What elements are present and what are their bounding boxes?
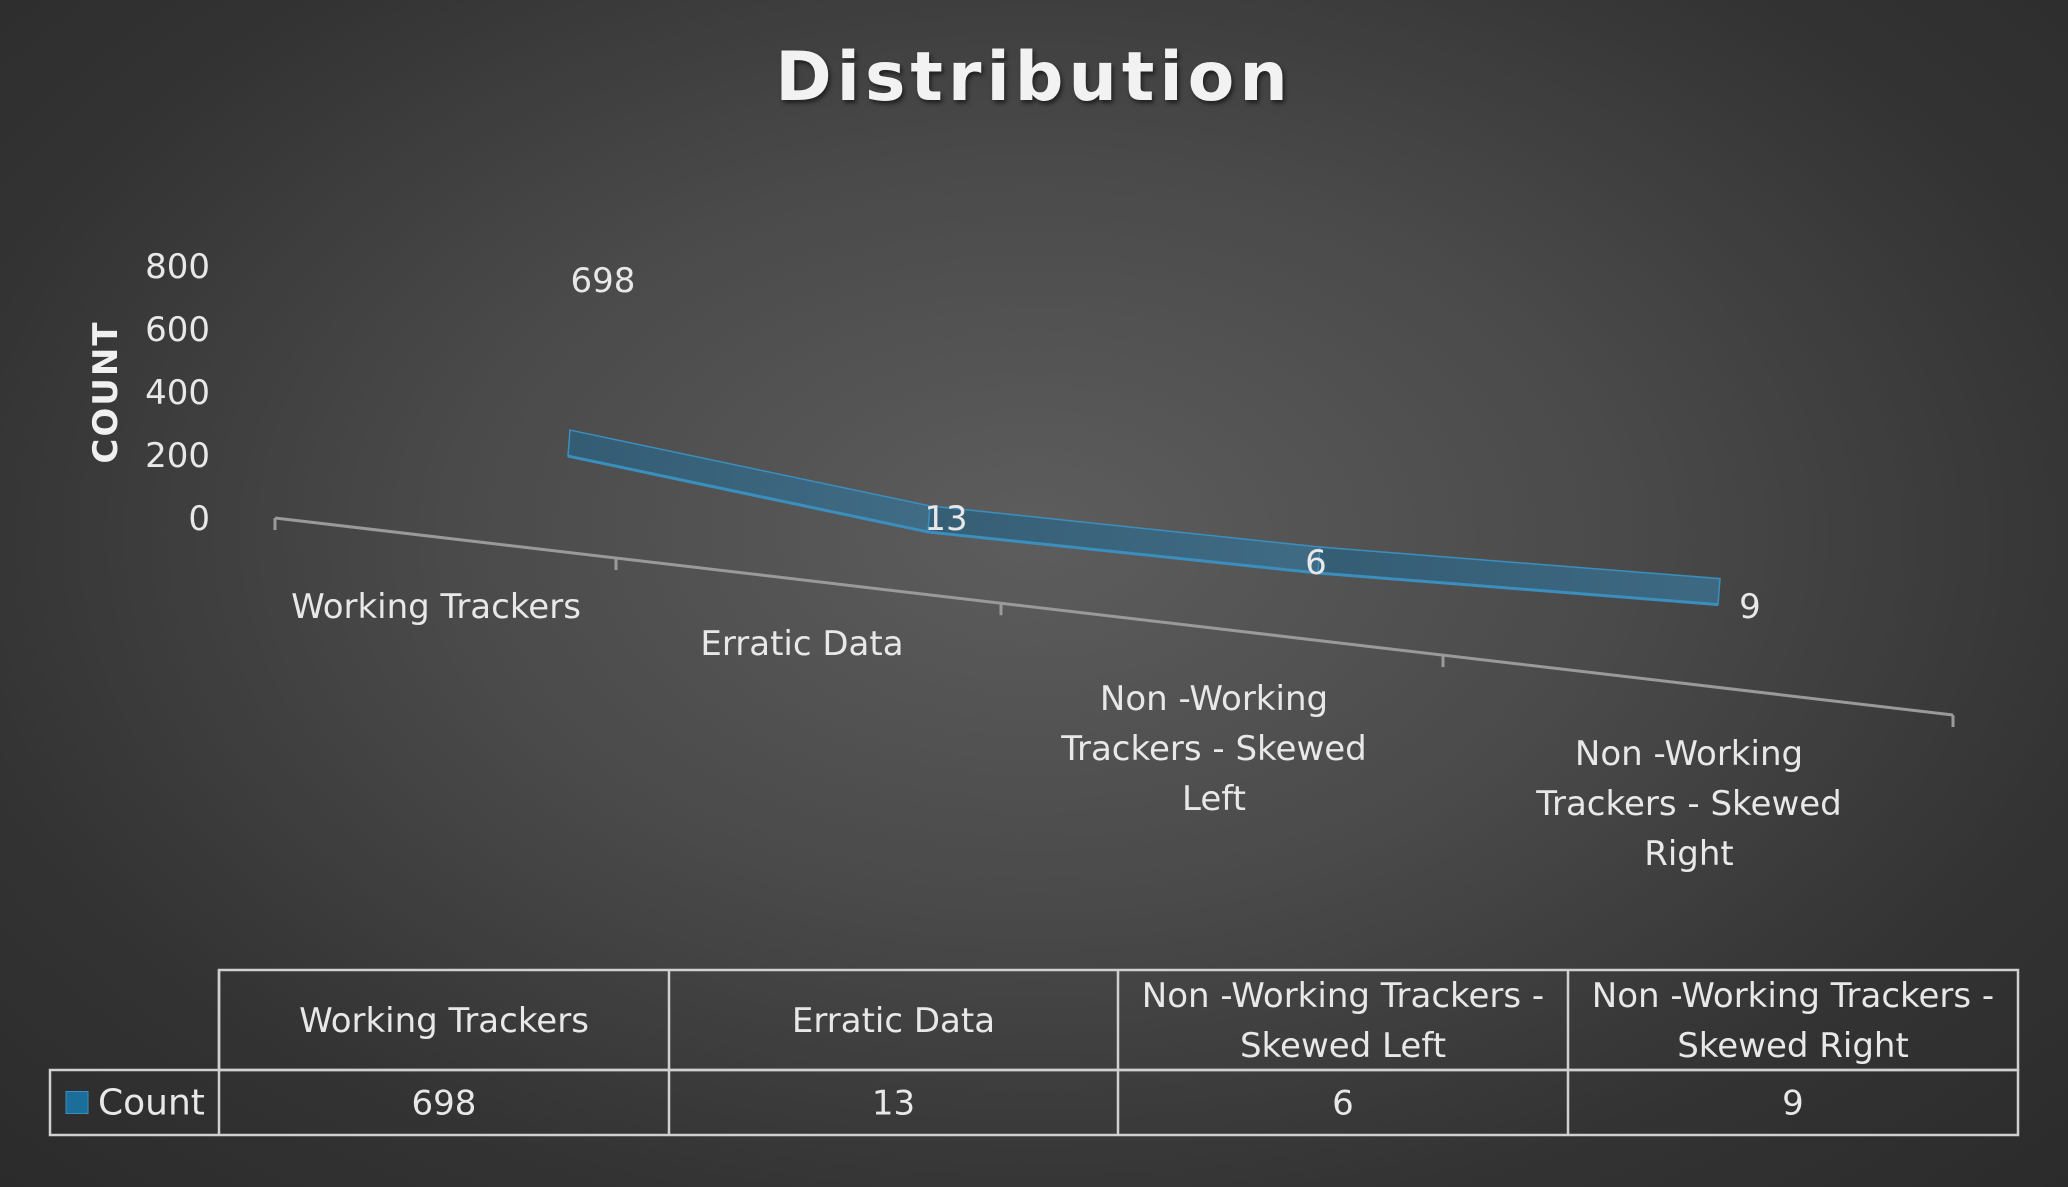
series-segment — [567, 429, 931, 533]
table-header-cell: Non -Working Trackers -Skewed Left — [1142, 976, 1544, 1066]
table-value-box — [48, 1068, 2020, 1137]
x-tick-label: Non -Working Trackers - Skewed Right — [1535, 734, 1842, 874]
series-segment — [1317, 546, 1721, 606]
x-tick-label: Working Trackers — [291, 587, 581, 627]
y-tick-label: 0 — [188, 499, 210, 539]
table-header-cell: Working Trackers — [299, 1001, 589, 1041]
x-tick-label: Erratic Data — [700, 624, 903, 664]
y-tick-label: 400 — [145, 373, 210, 413]
table-value-cell: 9 — [1782, 1084, 1804, 1124]
table-value-cell: 698 — [412, 1084, 477, 1124]
x-axis-labels: Working Trackers Erratic Data Non -Working… — [291, 587, 1842, 874]
y-tick-label: 600 — [145, 310, 210, 350]
table-value-cell: 6 — [1332, 1084, 1354, 1124]
data-table: Working Trackers Erratic Data Non -Working… — [48, 968, 2020, 1137]
series-ribbon — [567, 429, 1721, 607]
data-label: 9 — [1739, 587, 1761, 627]
chart-title: Distribution — [775, 38, 1293, 117]
x-tick-label: Non -Working Trackers - Skewed Left — [1060, 679, 1367, 819]
table-header-cell: Non -Working Trackers -Skewed Right — [1592, 976, 1994, 1066]
series-line — [567, 454, 1719, 607]
y-axis-ticks: 0 200 400 600 800 — [145, 247, 210, 539]
data-labels: 698 13 6 9 — [571, 261, 1761, 627]
y-tick-label: 800 — [145, 247, 210, 287]
data-label: 6 — [1305, 543, 1327, 583]
table-value-cell: 13 — [872, 1084, 915, 1124]
y-tick-label: 200 — [145, 436, 210, 476]
x-axis — [273, 516, 1955, 727]
data-label: 13 — [924, 499, 967, 539]
table-header-cell: Erratic Data — [792, 1001, 995, 1041]
x-axis-line — [274, 516, 1954, 717]
legend-swatch — [65, 1091, 89, 1114]
legend-label: Count — [98, 1083, 205, 1124]
data-label: 698 — [571, 261, 636, 301]
